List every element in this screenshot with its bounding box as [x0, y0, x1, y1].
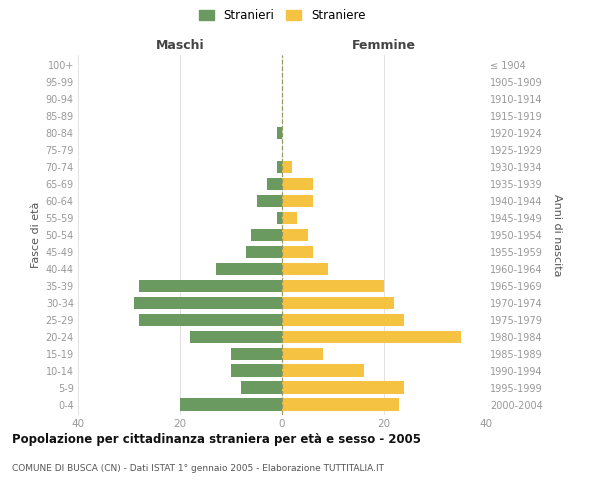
Bar	[139, 280, 282, 292]
Legend: Stranieri, Straniere: Stranieri, Straniere	[195, 6, 369, 26]
Bar	[216, 262, 282, 276]
Bar	[282, 296, 394, 310]
Bar	[282, 194, 313, 207]
Text: Femmine: Femmine	[352, 38, 416, 52]
Bar	[282, 348, 323, 360]
Bar	[277, 160, 282, 173]
Bar	[251, 228, 282, 241]
Bar	[247, 246, 282, 258]
Bar	[277, 126, 282, 140]
Bar	[282, 160, 292, 173]
Bar	[282, 212, 298, 224]
Bar	[282, 228, 308, 241]
Bar	[282, 364, 364, 377]
Bar	[282, 382, 404, 394]
Bar	[241, 382, 282, 394]
Y-axis label: Fasce di età: Fasce di età	[31, 202, 41, 268]
Bar	[282, 330, 461, 344]
Bar	[180, 398, 282, 411]
Bar	[282, 280, 384, 292]
Bar	[257, 194, 282, 207]
Bar	[231, 364, 282, 377]
Bar	[282, 246, 313, 258]
Text: Maschi: Maschi	[155, 38, 205, 52]
Bar	[282, 262, 328, 276]
Text: Popolazione per cittadinanza straniera per età e sesso - 2005: Popolazione per cittadinanza straniera p…	[12, 432, 421, 446]
Bar	[282, 398, 400, 411]
Bar	[139, 314, 282, 326]
Text: COMUNE DI BUSCA (CN) - Dati ISTAT 1° gennaio 2005 - Elaborazione TUTTITALIA.IT: COMUNE DI BUSCA (CN) - Dati ISTAT 1° gen…	[12, 464, 384, 473]
Bar	[267, 178, 282, 190]
Y-axis label: Anni di nascita: Anni di nascita	[553, 194, 562, 276]
Bar	[231, 348, 282, 360]
Bar	[282, 178, 313, 190]
Bar	[134, 296, 282, 310]
Bar	[190, 330, 282, 344]
Bar	[282, 314, 404, 326]
Bar	[277, 212, 282, 224]
